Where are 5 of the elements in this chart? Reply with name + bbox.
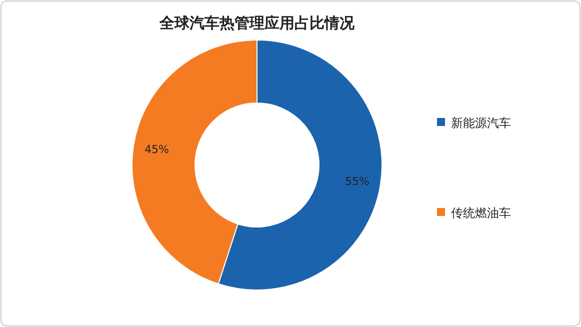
- data-label: 45%: [144, 143, 169, 156]
- legend-label: 新能源汽车: [451, 116, 511, 130]
- legend-label: 传统燃油车: [451, 206, 511, 220]
- chart-title: 全球汽车热管理应用占比情况: [158, 14, 356, 32]
- data-label: 55%: [345, 174, 370, 188]
